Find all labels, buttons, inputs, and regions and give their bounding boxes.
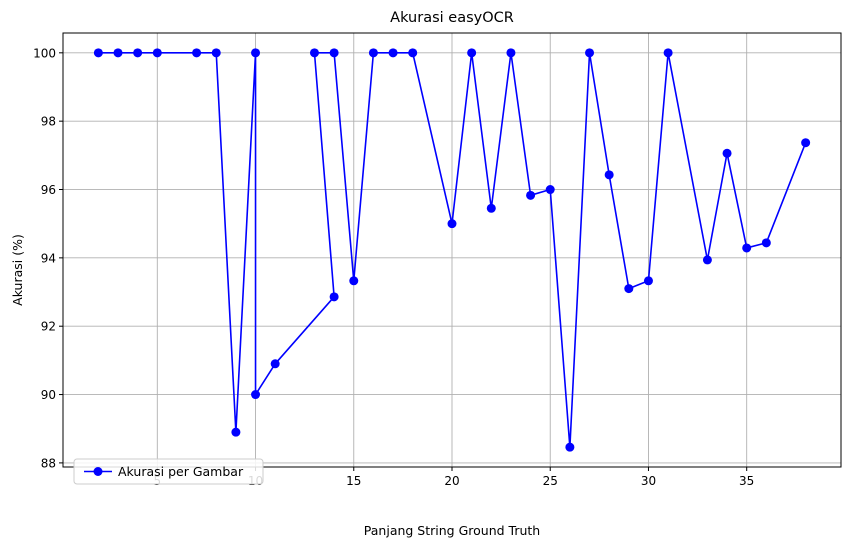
data-point[interactable] (192, 48, 202, 58)
data-point[interactable] (663, 48, 673, 58)
data-point[interactable] (467, 48, 477, 58)
x-tick-label: 35 (739, 474, 754, 488)
data-point[interactable] (545, 185, 555, 195)
y-tick-label: 100 (33, 46, 56, 60)
axes: 5101520253035889092949698100 (33, 32, 842, 488)
y-tick-label: 92 (41, 320, 56, 334)
data-point[interactable] (349, 276, 359, 286)
data-point[interactable] (113, 48, 123, 58)
data-point[interactable] (761, 238, 771, 248)
data-point[interactable] (329, 292, 339, 302)
x-tick-label: 30 (641, 474, 656, 488)
y-axis-label: Akurasi (%) (10, 234, 25, 306)
data-point[interactable] (368, 48, 378, 58)
y-tick-label: 96 (41, 183, 56, 197)
legend-label: Akurasi per Gambar (118, 464, 244, 479)
data-point[interactable] (742, 243, 752, 253)
y-tick-label: 98 (41, 115, 56, 129)
x-tick-label: 20 (444, 474, 459, 488)
legend-marker-sample (93, 467, 103, 476)
chart-title: Akurasi easyOCR (390, 10, 514, 26)
data-point[interactable] (133, 48, 143, 58)
data-point[interactable] (152, 48, 162, 58)
data-point[interactable] (585, 48, 595, 58)
data-point[interactable] (624, 284, 634, 294)
data-point[interactable] (251, 390, 261, 400)
data-point[interactable] (388, 48, 398, 58)
data-point[interactable] (93, 48, 103, 58)
data-point[interactable] (447, 219, 457, 229)
x-tick-label: 15 (346, 474, 361, 488)
data-point[interactable] (702, 255, 712, 265)
y-tick-label: 90 (41, 388, 56, 402)
data-point[interactable] (565, 442, 575, 452)
y-tick-label: 94 (41, 251, 56, 265)
x-axis-label: Panjang String Ground Truth (364, 523, 540, 538)
data-point[interactable] (251, 48, 261, 58)
data-point[interactable] (329, 48, 339, 58)
x-tick-label: 25 (543, 474, 558, 488)
y-tick-label: 88 (41, 456, 56, 470)
data-point[interactable] (408, 48, 418, 58)
data-point[interactable] (722, 148, 732, 158)
data-point[interactable] (526, 190, 536, 200)
data-point[interactable] (486, 203, 496, 213)
data-point[interactable] (506, 48, 516, 58)
data-point[interactable] (309, 48, 319, 58)
legend-box (73, 458, 264, 485)
data-point[interactable] (643, 276, 653, 286)
series-line (98, 52, 807, 448)
data-point[interactable] (231, 427, 241, 437)
data-point[interactable] (211, 48, 221, 58)
data-point[interactable] (270, 359, 280, 369)
series-layer (93, 48, 811, 452)
data-point[interactable] (801, 138, 811, 148)
data-point[interactable] (604, 170, 614, 180)
legend[interactable]: Akurasi per Gambar (73, 458, 264, 485)
